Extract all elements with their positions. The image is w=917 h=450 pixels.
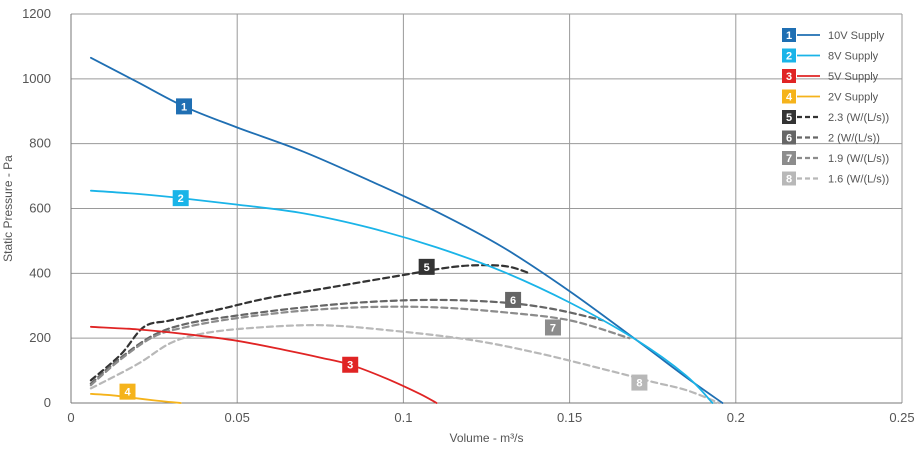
series-marker-6 — [505, 291, 522, 308]
legend-label-2: 8V Supply — [828, 51, 879, 63]
legend-label-1: 10V Supply — [828, 30, 885, 42]
series-line-3 — [90, 325, 438, 404]
series-marker-label-1: 1 — [181, 101, 187, 113]
series-line-2 — [90, 189, 714, 404]
legend-swatch-3 — [782, 69, 796, 83]
legend-label-6: 2 (W/(L/s)) — [828, 133, 880, 145]
series-marker-8 — [631, 374, 648, 391]
series-line-8 — [89, 324, 721, 405]
legend-label-3: 5V Supply — [828, 71, 879, 83]
y-tick-label: 800 — [29, 136, 51, 151]
y-axis-title: Static Pressure - Pa — [1, 155, 15, 262]
series-marker-label-3: 3 — [347, 360, 353, 372]
legend-swatch-6 — [782, 130, 796, 145]
series-marker-2 — [172, 190, 189, 207]
series-marker-5 — [418, 258, 435, 275]
y-tick-label: 1200 — [22, 6, 51, 21]
legend-id-4: 4 — [786, 92, 793, 104]
axes: 0 0.05 0.1 0.15 0.2 0.25 0 200 400 600 800 1000 1200 — [22, 6, 915, 425]
series-marker-4 — [119, 383, 136, 400]
legend-swatch-8 — [782, 171, 796, 186]
x-tick-label: 0.2 — [727, 410, 745, 425]
legend-swatch-2 — [782, 48, 796, 63]
legend-id-2: 2 — [786, 51, 792, 63]
series-marker-label-4: 4 — [124, 387, 131, 399]
legend-label-8: 1.6 (W/(L/s)) — [828, 174, 889, 186]
y-tick-label: 1000 — [22, 71, 51, 86]
series-marker-label-2: 2 — [178, 193, 184, 205]
x-tick-label: 0 — [67, 410, 74, 425]
series-marker-label-6: 6 — [510, 295, 516, 307]
y-tick-label: 400 — [29, 265, 51, 280]
x-axis-title: Volume - m³/s — [449, 431, 523, 445]
legend-swatch-1 — [782, 28, 796, 42]
y-tick-label: 200 — [29, 330, 51, 345]
legend-label-4: 2V Supply — [828, 92, 879, 104]
series-marker-7 — [544, 319, 561, 336]
series-marker-1 — [176, 98, 193, 115]
series-marker-label-8: 8 — [636, 378, 642, 390]
x-tick-label: 0.1 — [394, 410, 412, 425]
legend-id-6: 6 — [786, 133, 792, 145]
legend-swatch-4 — [782, 89, 796, 104]
x-tick-label: 0.15 — [557, 410, 582, 425]
legend-id-1: 1 — [786, 30, 792, 42]
series-marker-3 — [342, 356, 359, 373]
grid — [70, 13, 903, 404]
y-tick-label: 600 — [29, 201, 51, 216]
x-tick-label: 0.25 — [889, 410, 914, 425]
series-markers: 1 2 3 4 5 6 7 8 — [119, 98, 648, 400]
legend-label-5: 2.3 (W/(L/s)) — [828, 112, 889, 124]
series-marker-label-5: 5 — [424, 262, 430, 274]
x-tick-label: 0.05 — [225, 410, 250, 425]
series-line-7 — [89, 305, 631, 387]
series-line-4 — [90, 393, 182, 404]
legend-label-7: 1.9 (W/(L/s)) — [828, 153, 889, 165]
y-tick-label: 0 — [44, 395, 51, 410]
legend-id-7: 7 — [786, 153, 792, 165]
legend: 1 10V Supply 2 8V Supply 3 5V Supply 4 2V Suppl… — [782, 28, 889, 186]
series-line-5 — [89, 264, 531, 382]
series-marker-label-7: 7 — [550, 322, 556, 334]
legend-id-3: 3 — [786, 71, 792, 83]
legend-id-5: 5 — [786, 112, 792, 124]
legend-swatch-5 — [782, 110, 796, 124]
legend-swatch-7 — [782, 151, 796, 165]
legend-id-8: 8 — [786, 174, 792, 186]
